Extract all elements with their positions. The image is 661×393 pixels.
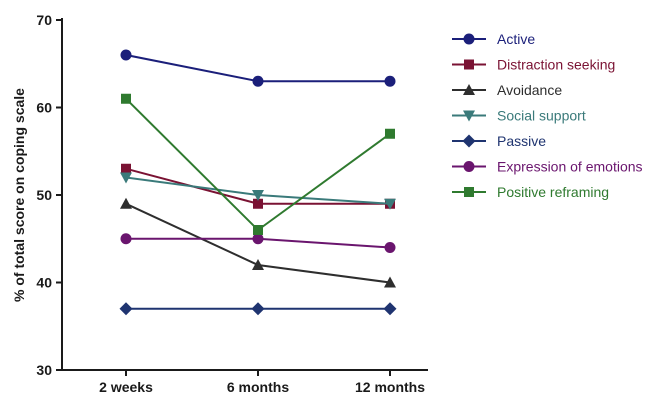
data-point: [383, 302, 397, 316]
x-tick-label: 2 weeks: [99, 379, 153, 393]
y-axis-title: % of total score on coping scale: [11, 88, 27, 302]
x-tick-label: 6 months: [227, 379, 289, 393]
data-point: [120, 49, 132, 61]
data-point: [121, 93, 131, 104]
data-point: [119, 302, 133, 316]
data-point: [384, 75, 396, 87]
data-point: [120, 197, 132, 209]
legend-label: Avoidance: [497, 82, 562, 98]
series-passive: [119, 302, 397, 316]
series-layer: [119, 49, 397, 316]
data-point: [252, 75, 264, 87]
data-point: [253, 225, 263, 235]
data-point: [253, 198, 263, 209]
series-line: [125, 98, 391, 232]
legend-marker: [463, 33, 475, 45]
legend-entry: Positive reframing: [452, 184, 609, 200]
y-tick-label: 70: [36, 12, 52, 28]
x-tick-label: 12 months: [355, 379, 425, 393]
legend-marker: [463, 110, 475, 122]
data-point: [120, 172, 132, 184]
data-point: [121, 163, 131, 174]
legend-marker: [463, 161, 475, 172]
legend-label: Social support: [497, 108, 586, 124]
data-point: [384, 242, 396, 253]
data-point: [384, 198, 396, 210]
legend-marker: [462, 134, 476, 148]
data-point: [252, 233, 264, 245]
legend-entry: Expression of emotions: [452, 159, 643, 175]
legend-label: Distraction seeking: [497, 57, 615, 73]
data-point: [120, 233, 132, 245]
series-social-support: [120, 172, 396, 210]
legend-marker: [464, 59, 474, 70]
data-point: [384, 276, 396, 288]
legend-entry: Social support: [452, 108, 586, 124]
data-point: [251, 302, 265, 316]
series-active: [120, 49, 396, 87]
legend-label: Positive reframing: [497, 184, 609, 200]
legend-marker: [464, 187, 474, 197]
y-tick-label: 40: [36, 275, 52, 291]
legend-entry: Active: [452, 31, 535, 47]
legend-marker: [463, 84, 475, 95]
series-expression-of-emotions: [120, 233, 396, 253]
data-point: [252, 259, 264, 270]
data-point: [385, 128, 395, 139]
y-tick-label: 30: [36, 362, 52, 378]
legend-entry: Passive: [452, 133, 546, 149]
axes: 30 40 50 60 70 2 weeks 6 months 12 months: [36, 12, 428, 393]
y-tick-label: 60: [36, 100, 52, 116]
series-positive-reframing: [121, 93, 395, 235]
legend-entry: Avoidance: [452, 82, 562, 98]
legend-label: Passive: [497, 133, 546, 149]
legend-entry: Distraction seeking: [452, 57, 615, 73]
legend-label: Expression of emotions: [497, 159, 643, 175]
legend-label: Active: [497, 31, 535, 47]
y-tick-label: 50: [36, 187, 52, 203]
legend: Active Distraction seeking Avoidance Social…: [452, 31, 643, 200]
data-point: [252, 190, 264, 201]
series-avoidance: [120, 197, 396, 288]
